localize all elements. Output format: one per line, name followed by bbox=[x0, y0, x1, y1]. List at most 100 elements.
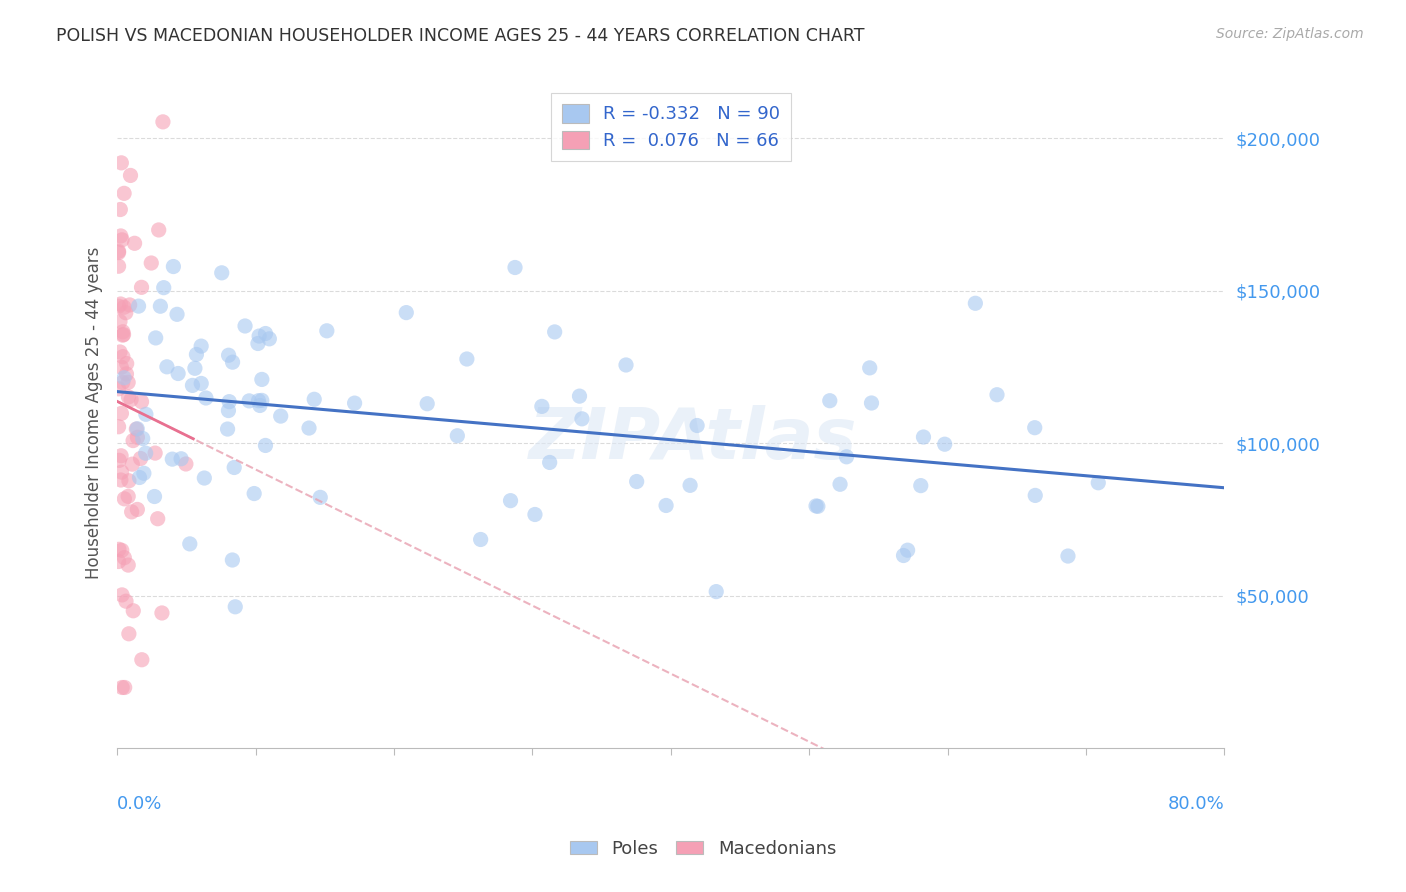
Point bbox=[807, 500, 830, 514]
Point bbox=[110, 473, 132, 487]
Point bbox=[118, 298, 141, 312]
Point bbox=[934, 437, 956, 451]
Point bbox=[107, 419, 129, 434]
Text: Source: ZipAtlas.com: Source: ZipAtlas.com bbox=[1216, 27, 1364, 41]
Point bbox=[523, 508, 546, 522]
Point bbox=[114, 681, 136, 695]
Point bbox=[270, 409, 292, 423]
Point bbox=[243, 486, 266, 500]
Point bbox=[117, 558, 139, 572]
Point bbox=[614, 358, 637, 372]
Point bbox=[499, 493, 522, 508]
Point bbox=[224, 460, 246, 475]
Point bbox=[122, 604, 145, 618]
Point bbox=[912, 430, 935, 444]
Point bbox=[111, 325, 134, 339]
Point bbox=[135, 407, 157, 421]
Point bbox=[218, 348, 240, 362]
Point bbox=[128, 299, 150, 313]
Point bbox=[127, 502, 149, 516]
Point bbox=[107, 244, 129, 259]
Point bbox=[910, 478, 932, 492]
Point bbox=[804, 499, 827, 513]
Point bbox=[568, 389, 591, 403]
Point bbox=[129, 451, 152, 466]
Point bbox=[108, 453, 131, 467]
Point bbox=[686, 418, 709, 433]
Point bbox=[247, 393, 270, 408]
Point bbox=[190, 376, 212, 391]
Point bbox=[141, 256, 163, 270]
Point bbox=[108, 345, 131, 359]
Point bbox=[111, 543, 134, 558]
Point bbox=[107, 299, 129, 313]
Point bbox=[112, 550, 135, 565]
Point bbox=[110, 297, 132, 311]
Point bbox=[986, 388, 1008, 402]
Point bbox=[1057, 549, 1080, 563]
Point bbox=[416, 397, 439, 411]
Point bbox=[111, 681, 134, 695]
Text: POLISH VS MACEDONIAN HOUSEHOLDER INCOME AGES 25 - 44 YEARS CORRELATION CHART: POLISH VS MACEDONIAN HOUSEHOLDER INCOME … bbox=[56, 27, 865, 45]
Text: 0.0%: 0.0% bbox=[117, 796, 163, 814]
Point bbox=[530, 400, 553, 414]
Point bbox=[111, 350, 134, 364]
Point bbox=[107, 259, 129, 273]
Point bbox=[111, 465, 134, 479]
Point bbox=[190, 339, 212, 353]
Point bbox=[167, 367, 190, 381]
Point bbox=[1087, 475, 1109, 490]
Point bbox=[108, 314, 131, 328]
Point bbox=[114, 306, 136, 320]
Point bbox=[446, 429, 468, 443]
Point bbox=[224, 599, 246, 614]
Point bbox=[121, 505, 143, 519]
Point bbox=[132, 467, 155, 481]
Point bbox=[179, 537, 201, 551]
Point bbox=[456, 351, 478, 366]
Point bbox=[1024, 420, 1046, 434]
Point bbox=[186, 347, 208, 361]
Point bbox=[143, 446, 166, 460]
Point bbox=[110, 202, 132, 217]
Point bbox=[110, 229, 132, 244]
Point bbox=[143, 490, 166, 504]
Point bbox=[246, 336, 269, 351]
Point bbox=[818, 393, 841, 408]
Point bbox=[859, 360, 882, 375]
Point bbox=[828, 477, 851, 491]
Point bbox=[111, 376, 134, 390]
Point bbox=[250, 372, 273, 386]
Y-axis label: Householder Income Ages 25 - 44 years: Householder Income Ages 25 - 44 years bbox=[86, 247, 103, 579]
Point bbox=[121, 457, 143, 471]
Point bbox=[117, 489, 139, 503]
Point bbox=[194, 391, 217, 405]
Point bbox=[122, 434, 145, 448]
Point bbox=[249, 399, 271, 413]
Point bbox=[162, 260, 184, 274]
Point bbox=[835, 450, 858, 464]
Point bbox=[131, 280, 153, 294]
Point bbox=[233, 318, 256, 333]
Text: 80.0%: 80.0% bbox=[1168, 796, 1225, 814]
Point bbox=[115, 367, 138, 381]
Point bbox=[135, 446, 157, 460]
Point bbox=[860, 396, 883, 410]
Point bbox=[107, 245, 129, 260]
Point bbox=[117, 390, 139, 404]
Point bbox=[254, 438, 277, 452]
Point bbox=[571, 412, 593, 426]
Point bbox=[148, 223, 170, 237]
Point bbox=[145, 331, 167, 345]
Point bbox=[254, 326, 277, 341]
Point bbox=[131, 394, 153, 409]
Point bbox=[503, 260, 526, 275]
Point bbox=[704, 584, 727, 599]
Point bbox=[118, 474, 141, 488]
Point bbox=[127, 430, 149, 444]
Point bbox=[149, 299, 172, 313]
Point bbox=[238, 393, 260, 408]
Point bbox=[112, 371, 135, 385]
Point bbox=[127, 422, 149, 436]
Point bbox=[131, 653, 153, 667]
